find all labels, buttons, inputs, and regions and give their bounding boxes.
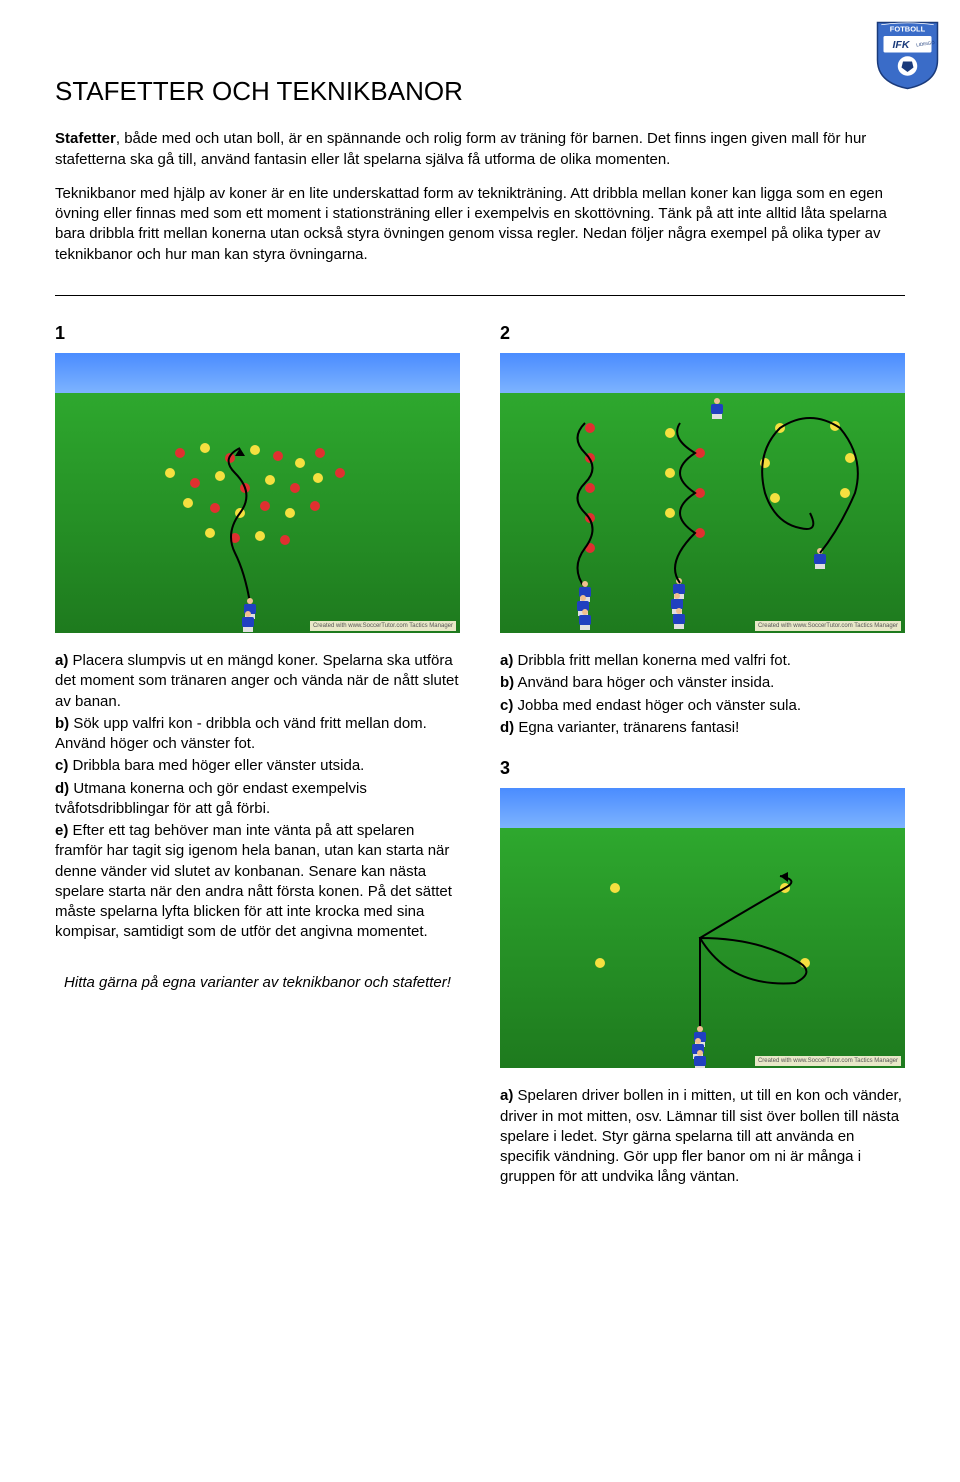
exercise-3-description: a) Spelaren driver bollen in i mitten, u… (500, 1086, 905, 1187)
section-divider (55, 295, 905, 296)
exercise-1-number: 1 (55, 321, 460, 345)
exercise-3-number: 3 (500, 756, 905, 780)
exercise-2-number: 2 (500, 321, 905, 345)
diagram-watermark: Created with www.SoccerTutor.com Tactics… (310, 621, 456, 631)
svg-text:FOTBOLL: FOTBOLL (890, 25, 926, 34)
intro-section: Stafetter, både med och utan boll, är en… (55, 129, 905, 265)
exercise-1-diagram: Created with www.SoccerTutor.com Tactics… (55, 353, 460, 633)
column-right: 2 (500, 321, 905, 1190)
variant-caption: Hitta gärna på egna varianter av teknikb… (55, 973, 460, 993)
exercise-3-diagram: Created with www.SoccerTutor.com Tactics… (500, 788, 905, 1068)
page-title: STAFETTER OCH TEKNIKBANOR (55, 74, 905, 109)
page-header: 16 FOTBOLL IFK LIDINGÖ (55, 20, 905, 44)
exercise-columns: 1 (55, 321, 905, 1190)
svg-text:IFK: IFK (893, 39, 911, 51)
intro-p2: Teknikbanor med hjälp av koner är en lit… (55, 184, 905, 265)
column-left: 1 (55, 321, 460, 1190)
exercise-2-description: a) Dribbla fritt mellan konerna med valf… (500, 651, 905, 738)
exercise-1-description: a) Placera slumpvis ut en mängd koner. S… (55, 651, 460, 943)
diagram-watermark: Created with www.SoccerTutor.com Tactics… (755, 621, 901, 631)
diagram-watermark: Created with www.SoccerTutor.com Tactics… (755, 1056, 901, 1066)
exercise-2-diagram: Created with www.SoccerTutor.com Tactics… (500, 353, 905, 633)
intro-p1: Stafetter, både med och utan boll, är en… (55, 129, 905, 170)
club-logo: FOTBOLL IFK LIDINGÖ (870, 15, 945, 90)
